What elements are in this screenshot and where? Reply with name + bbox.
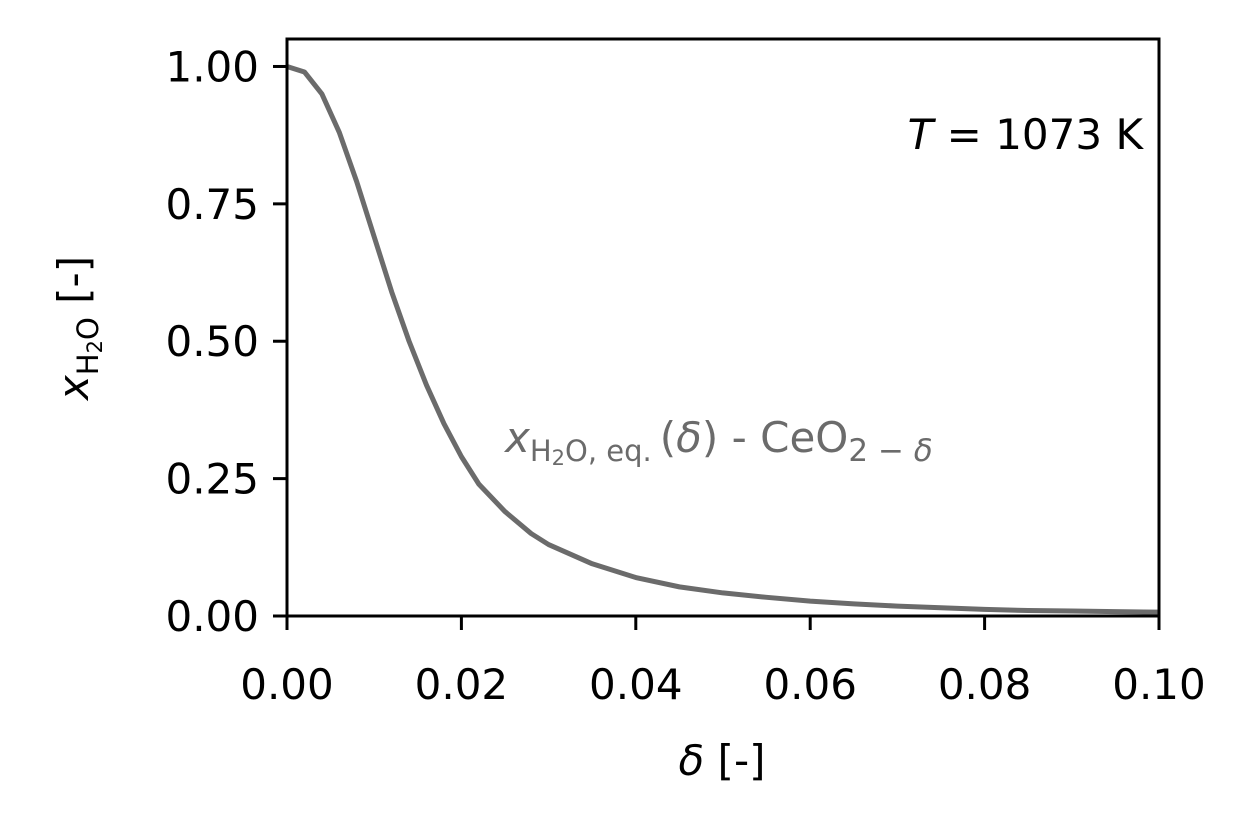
x-tick-label: 0.08 [938,660,1032,709]
curve-annotation: xH2O, eq. (δ) - CeO2 − δ [503,413,933,470]
axes-frame [285,37,1161,618]
series-line-0 [286,64,1160,615]
x-tick-label: 0.06 [763,660,857,709]
y-tick-label: 0.50 [165,317,259,366]
x-tick-label: 0.10 [1112,660,1206,709]
x-axis-label: δ [-] [679,736,766,785]
y-tick-label: 1.00 [165,42,259,91]
x-tick-label: 0.00 [240,660,334,709]
y-tick-label: 0.75 [165,180,259,229]
y-axis-label: xH2O [-] [49,256,107,402]
curve-layer [286,64,1160,615]
x-ticks: 0.00 0.02 0.04 0.06 0.08 0.10 [240,616,1206,709]
y-tick-label: 0.25 [165,455,259,504]
x-tick-label: 0.02 [415,660,509,709]
y-tick-label: 0.00 [165,592,259,641]
y-ticks: 0.00 0.25 0.50 0.75 1.00 [165,42,287,641]
temperature-annotation: T = 1073 K [908,110,1145,159]
x-tick-label: 0.04 [589,660,683,709]
